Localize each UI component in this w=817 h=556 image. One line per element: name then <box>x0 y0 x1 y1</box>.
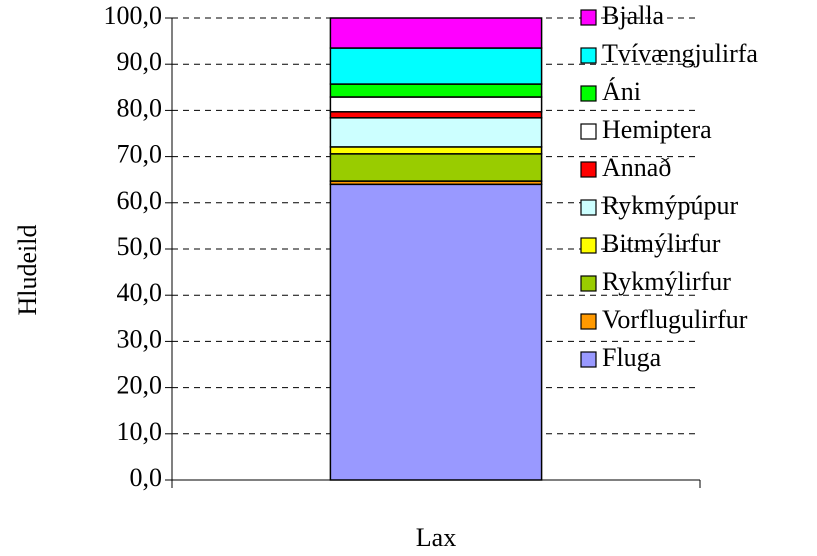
bar-segment <box>329 96 543 113</box>
legend-label: Rykmýlirfur <box>602 267 731 296</box>
legend-label: Fluga <box>602 343 662 372</box>
y-axis-label: Hludeild <box>13 225 42 316</box>
legend-label: Tvívængjulirfa <box>602 39 758 68</box>
legend-label: Bitmýlirfur <box>602 229 721 258</box>
y-tick-label: 60,0 <box>117 186 163 215</box>
legend-swatch <box>580 275 597 292</box>
legend-label: Rykmýpúpur <box>602 191 739 220</box>
y-tick-label: 70,0 <box>117 140 163 169</box>
bar-segment <box>329 17 543 49</box>
legend-label: Annað <box>602 153 671 182</box>
y-tick-label: 10,0 <box>117 417 163 446</box>
y-tick-label: 20,0 <box>117 371 163 400</box>
legend-swatch <box>580 47 597 64</box>
legend-swatch <box>580 161 597 178</box>
legend-swatch <box>580 9 597 26</box>
legend-label: Vorflugulirfur <box>602 305 748 334</box>
legend-swatch <box>580 237 597 254</box>
legend-swatch <box>580 351 597 368</box>
x-tick-label: Lax <box>416 523 456 552</box>
bar-segment <box>329 183 543 481</box>
legend-label: Áni <box>602 77 641 106</box>
bar-segment <box>329 117 543 148</box>
bar-segment <box>329 83 543 98</box>
bar-segment <box>329 153 543 182</box>
bar-segment <box>329 47 543 85</box>
y-tick-label: 90,0 <box>117 47 163 76</box>
legend-swatch <box>580 123 597 140</box>
legend-swatch <box>580 85 597 102</box>
y-tick-label: 100,0 <box>104 1 163 30</box>
y-tick-label: 0,0 <box>130 463 163 492</box>
legend-swatch <box>580 313 597 330</box>
y-tick-label: 80,0 <box>117 93 163 122</box>
legend-label: Hemiptera <box>602 115 712 144</box>
y-tick-label: 40,0 <box>117 278 163 307</box>
bar-segment <box>329 146 543 155</box>
bar-segment <box>329 111 543 119</box>
y-tick-label: 50,0 <box>117 232 163 261</box>
legend-label: Bjalla <box>602 1 665 30</box>
y-tick-label: 30,0 <box>117 324 163 353</box>
legend-swatch <box>580 199 597 216</box>
